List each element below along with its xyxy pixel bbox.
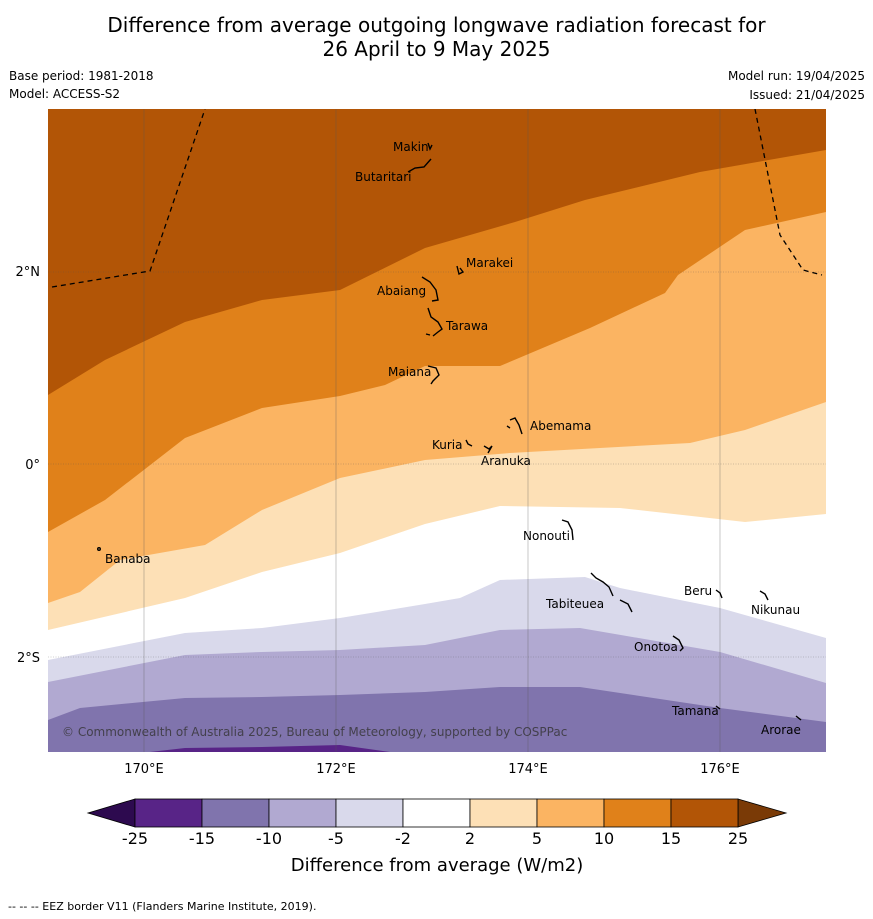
lon-tick-170: 170°E (124, 762, 164, 777)
lon-tick-172: 172°E (316, 762, 356, 777)
island-outlines (96, 142, 802, 721)
island-kuria-aranuka (465, 439, 493, 454)
colorbar-segment-6 (536, 798, 605, 828)
title-line-2: 26 April to 9 May 2025 (322, 37, 551, 61)
island-arorae (795, 715, 802, 721)
lon-tick-174: 174°E (508, 762, 548, 777)
colorbar-segment-2 (268, 798, 337, 828)
colorbar-tick-1: -15 (189, 829, 215, 848)
label-arorae: Arorae (761, 723, 801, 737)
lat-tick-labels: 2°N 0° 2°S (16, 265, 41, 666)
label-beru: Beru (684, 584, 712, 598)
lat-tick-2s: 2°S (17, 651, 40, 666)
label-tabiteuea: Tabiteuea (545, 597, 604, 611)
label-abaiang: Abaiang (377, 284, 426, 298)
copyright-note: © Commonwealth of Australia 2025, Bureau… (62, 725, 567, 739)
island-marakei (456, 265, 465, 276)
colorbar-segment-7 (603, 798, 672, 828)
colorbar-title: Difference from average (W/m2) (291, 855, 583, 876)
colorbar-tick-7: 10 (594, 829, 614, 848)
island-banaba (96, 547, 101, 552)
island-abaiang (421, 276, 439, 302)
colorbar-tick-3: -5 (328, 829, 344, 848)
label-kuria: Kuria (432, 438, 463, 452)
forecast-map: Makin Butaritari Marakei Abaiang Tarawa … (16, 109, 826, 876)
place-labels: Makin Butaritari Marakei Abaiang Tarawa … (105, 140, 801, 737)
model-name: Model: ACCESS-S2 (9, 87, 121, 101)
colorbar-tick-4: -2 (395, 829, 411, 848)
colorbar-tick-9: 25 (728, 829, 748, 848)
label-marakei: Marakei (466, 256, 513, 270)
colorbar-segment-4 (402, 798, 471, 828)
label-abemama: Abemama (530, 419, 591, 433)
issued-date: Issued: 21/04/2025 (749, 88, 865, 102)
island-nikunau (759, 590, 769, 601)
island-maiana (427, 365, 440, 385)
lon-tick-labels: 170°E 172°E 174°E 176°E (124, 762, 740, 777)
island-onotoa (672, 635, 684, 652)
island-tabiteuea (590, 572, 633, 613)
label-nonouti: Nonouti (523, 529, 570, 543)
eez-border (51, 109, 823, 288)
model-run: Model run: 19/04/2025 (727, 69, 865, 83)
eez-footnote: -- -- -- EEZ border V11 (Flanders Marine… (8, 900, 317, 913)
band-minus-15-25 (150, 745, 390, 752)
label-tamana: Tamana (671, 704, 719, 718)
label-makin: Makin (393, 140, 429, 154)
label-tarawa: Tarawa (445, 319, 488, 333)
island-abemama (506, 417, 523, 435)
island-tamana (715, 705, 721, 710)
lon-tick-176: 176°E (700, 762, 740, 777)
island-beru (715, 589, 723, 599)
lat-tick-0: 0° (25, 458, 40, 473)
colorbar-segment-0 (134, 798, 203, 828)
label-nikunau: Nikunau (751, 603, 800, 617)
colorbar-tick-5: 2 (465, 829, 475, 848)
colorbar-segment-1 (201, 798, 270, 828)
map-area: Makin Butaritari Marakei Abaiang Tarawa … (48, 109, 826, 752)
graticule (48, 109, 826, 752)
colorbar-tick-2: -10 (256, 829, 282, 848)
label-aranuka: Aranuka (481, 454, 531, 468)
island-tarawa (425, 307, 443, 337)
base-period: Base period: 1981-2018 (9, 69, 154, 83)
colorbar-over-extend (737, 798, 788, 828)
island-butaritari (407, 158, 432, 173)
band-minus-10-15 (48, 687, 826, 752)
colorbar-segment-3 (335, 798, 404, 828)
lat-tick-2n: 2°N (16, 265, 41, 280)
island-makin (427, 142, 433, 151)
label-butaritari: Butaritari (355, 170, 412, 184)
island-nonouti (561, 519, 574, 541)
colorbar-segment-8 (670, 798, 739, 828)
label-onotoa: Onotoa (634, 640, 678, 654)
title-line-1: Difference from average outgoing longwav… (107, 13, 766, 37)
colorbar-tick-0: -25 (122, 829, 148, 848)
colorbar: -25 -15 -10 -5 -2 2 5 10 15 25 (86, 798, 788, 848)
colorbar-under-extend (86, 798, 136, 828)
colorbar-segment-5 (469, 798, 538, 828)
colorbar-tick-6: 5 (532, 829, 542, 848)
label-banaba: Banaba (105, 552, 151, 566)
colorbar-tick-8: 15 (661, 829, 681, 848)
label-maiana: Maiana (388, 365, 431, 379)
